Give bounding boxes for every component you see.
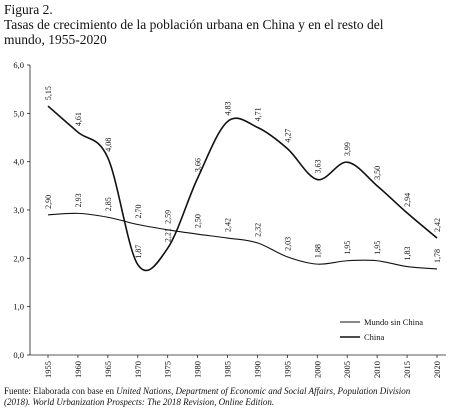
x-tick-label: 2020	[432, 361, 442, 378]
x-tick-label: 1990	[252, 361, 262, 378]
data-label: 2,94	[403, 193, 412, 207]
x-tick-label: 2005	[342, 361, 352, 378]
data-label: 4,08	[104, 138, 113, 152]
y-tick-label: 1,0	[13, 302, 24, 312]
data-label: 2,93	[74, 193, 83, 207]
data-label: 2,42	[433, 218, 442, 232]
data-label: 4,27	[283, 129, 292, 143]
data-label: 3,63	[313, 160, 322, 174]
data-label: 2,59	[164, 210, 173, 224]
y-tick-label: 5,0	[13, 108, 24, 118]
data-label: 2,70	[134, 205, 143, 219]
data-label: 4,83	[224, 102, 233, 116]
source-citation: United Nations, Department of Economic a…	[116, 386, 411, 396]
series-line	[47, 212, 438, 270]
data-label: 4,61	[74, 112, 83, 126]
x-tick-label: 1970	[133, 361, 143, 378]
source-prefix: Fuente: Elaborada con base en	[4, 386, 114, 396]
series-line	[47, 105, 438, 272]
data-label: 1,95	[373, 241, 382, 255]
data-label: 1,78	[433, 249, 442, 263]
x-tick-label: 2010	[372, 361, 382, 378]
source-citation: (2018). World Urbanization Prospects: Th…	[4, 397, 274, 407]
x-tick-label: 2000	[312, 361, 322, 378]
data-label: 2,32	[253, 223, 262, 237]
source-note: Fuente: Elaborada con base en United Nat…	[4, 386, 411, 396]
data-label: 3,66	[194, 158, 203, 172]
x-tick-label: 1955	[43, 361, 53, 378]
y-tick-label: 2,0	[13, 253, 24, 263]
data-label: 4,71	[253, 107, 262, 121]
x-tick-label: 1980	[193, 361, 203, 378]
data-label: 2,03	[283, 237, 292, 251]
x-tick-label: 2015	[402, 361, 412, 378]
y-tick-label: 3,0	[13, 205, 24, 215]
data-label: 5,15	[44, 86, 53, 100]
data-label: 1,87	[134, 245, 143, 259]
data-label: 2,85	[104, 197, 113, 211]
data-label: 1,83	[403, 247, 412, 261]
legend-label: China	[364, 332, 385, 342]
data-label: 2,90	[44, 195, 53, 209]
chart-title: mundo, 1955-2020	[4, 32, 107, 47]
x-tick-label: 1965	[103, 361, 113, 378]
data-label: 1,95	[343, 241, 352, 255]
data-label: 2,42	[224, 218, 233, 232]
data-label: 2,21	[164, 228, 173, 242]
y-tick-label: 6,0	[13, 60, 24, 70]
data-label: 2,50	[194, 214, 203, 228]
figure-label: Figura 2.	[4, 2, 53, 17]
x-tick-label: 1985	[223, 361, 233, 378]
x-tick-label: 1995	[282, 361, 292, 378]
chart-title: Tasas de crecimiento de la población urb…	[4, 17, 384, 32]
data-label: 3,50	[373, 166, 382, 180]
y-tick-label: 4,0	[13, 157, 24, 167]
x-tick-label: 1960	[73, 361, 83, 378]
data-label: 3,99	[343, 142, 352, 156]
legend-label: Mundo sin China	[364, 317, 423, 327]
y-tick-label: 0,0	[13, 350, 24, 360]
data-label: 1,88	[313, 244, 322, 258]
x-tick-label: 1975	[163, 361, 173, 378]
